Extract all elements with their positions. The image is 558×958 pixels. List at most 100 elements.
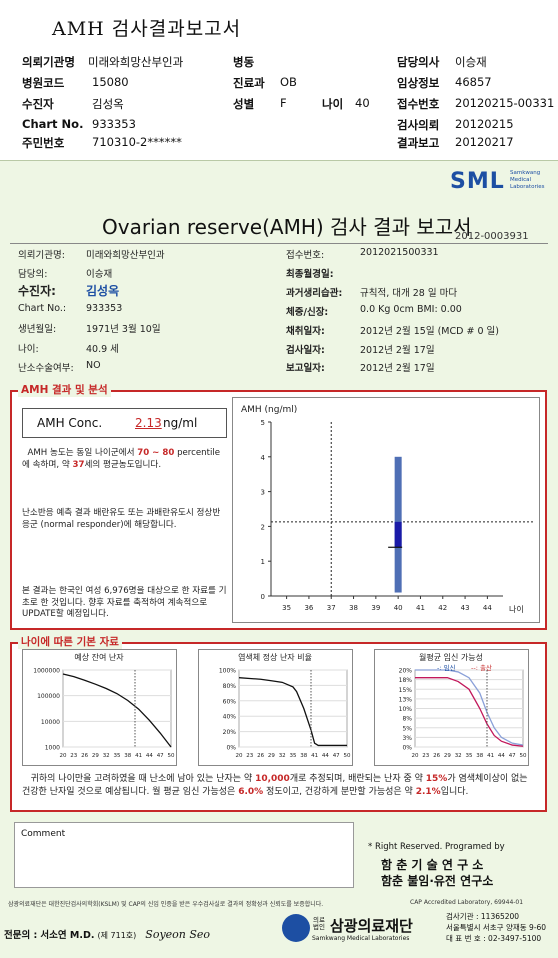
- signature: Soyeon Seo: [145, 928, 211, 941]
- y-tick-label: 40%: [223, 714, 237, 721]
- y-tick-label: 5%: [402, 725, 412, 732]
- x-tick-label: 39: [371, 604, 380, 612]
- label-hospital-code: 병원코드: [22, 76, 65, 90]
- y-tick-label: 15%: [399, 687, 413, 694]
- info-patient: 수진자: 김성옥: [18, 284, 120, 298]
- y-tick-label: 13%: [399, 696, 413, 703]
- basic-section-title: 나이에 따른 기본 자료: [18, 634, 122, 649]
- value-result-report: 20120217: [455, 135, 514, 149]
- info-age: 나이: 40.9 세: [18, 344, 119, 355]
- y-tick-label: 5: [261, 419, 265, 427]
- label-resident-no: 주민번호: [22, 136, 65, 150]
- amh-conc-unit: ng/ml: [163, 416, 198, 430]
- info-requester: 의뢰기관명: 미래와희망산부인과: [18, 250, 165, 261]
- x-tick-label: 43: [461, 604, 470, 612]
- amh-conc-label: AMH Conc.: [37, 416, 103, 430]
- mini-chart-remaining-eggs: 예상 잔여 난자 1000000 100000 10000 1000 20 23 26 29 32…: [22, 649, 177, 766]
- x-tick-label: 23: [422, 753, 429, 759]
- top-header: AMH 검사결과보고서 의뢰기관명 미래와희망산부인과 병동 담당의사 이승재 …: [0, 0, 558, 155]
- x-tick-label: 38: [476, 753, 483, 759]
- x-tick-label: 44: [483, 604, 492, 612]
- cap-accredited: CAP Accredited Laboratory, 69944-01: [410, 899, 524, 906]
- amh-section-title: AMH 결과 및 분석: [18, 382, 111, 397]
- amh-response-prediction: 난소반응 예측 결과 배란유도 또는 과배란유도시 정상반응군 (normal …: [22, 508, 221, 530]
- y-tick-label: 60%: [223, 698, 237, 705]
- y-tick-label: 20%: [399, 668, 413, 675]
- x-tick-label: 41: [416, 604, 425, 612]
- label-patient: 수진자: [22, 97, 54, 111]
- value-test-request: 20120215: [455, 117, 514, 131]
- x-tick-label: 35: [114, 753, 121, 759]
- amh-interpretation: AMH 농도는 동일 나이군에서 70 ~ 80 percentile에 속하며…: [22, 448, 221, 470]
- label-requester: 의뢰기관명: [22, 55, 75, 69]
- x-tick-label: 35: [282, 604, 291, 612]
- rights-note: * Right Reserved. Programed by: [368, 842, 505, 852]
- report-title: Ovarian reserve(AMH) 검사 결과 보고서: [102, 215, 472, 239]
- cert-note: 삼광의료재단은 대한진단검사의학회(KSLM) 및 CAP의 신임 인증을 받은…: [8, 901, 324, 908]
- label-sex: 성별: [233, 97, 255, 111]
- series-line: [415, 677, 524, 747]
- mini-chart-pregnancy: 월평균 임신 가능성 20% 18% 15% 13% 10% 8% 5% 3% 0% 20 23 26 2…: [374, 649, 529, 766]
- y-tick-label: 18%: [399, 677, 413, 684]
- mini-chart-title: 염색체 정상 난자 비율: [238, 652, 312, 662]
- mini-chart-title: 예상 잔여 난자: [74, 652, 124, 662]
- foundation-name: 삼광의료재단: [330, 917, 413, 935]
- y-tick-label: 1: [261, 558, 265, 566]
- x-tick-label: 36: [304, 604, 313, 612]
- x-tick-label: 32: [279, 753, 286, 759]
- pregnancy-chance-chart: 월평균 임신 가능성 20% 18% 15% 13% 10% 8% 5% 3% 0%20 23 26 2…: [399, 652, 527, 759]
- label-clinical-info: 임상정보: [397, 76, 440, 90]
- header-row-4: Chart No. 933353 검사의뢰 20120215: [22, 117, 514, 132]
- header-row-2: 병원코드 15080 진료과 OB 임상정보 46857: [22, 75, 492, 91]
- legend-pregnancy: -: 임신: [437, 663, 456, 672]
- comment-box: Comment: [14, 822, 354, 888]
- info-sample-date: 채취일자: 2012년 2월 15일 (MCD # 0 일): [286, 326, 499, 337]
- label-result-report: 결과보고: [397, 136, 440, 150]
- x-tick-label: 35: [290, 753, 297, 759]
- y-tick-label: 1000000: [33, 668, 60, 675]
- x-tick-label: 50: [520, 753, 527, 759]
- label-test-request: 검사의뢰: [397, 118, 440, 132]
- header-row-1: 의뢰기관명 미래와희망산부인과 병동 담당의사 이승재: [22, 54, 487, 70]
- institute-1: 함 춘 기 술 연 구 소: [381, 858, 484, 872]
- label-ward: 병동: [233, 55, 255, 69]
- value-resident-no: 710310-2******: [92, 135, 182, 149]
- x-tick-label: 20: [60, 753, 67, 759]
- x-tick-label: 32: [103, 753, 110, 759]
- amh-conc-value: 2.13: [135, 416, 162, 430]
- plot-frame: [238, 669, 348, 748]
- foundation-prefix: 의료법인: [313, 916, 325, 931]
- amh-chart: AMH (ng/ml) 0 1 2 3 4 5 35 36 37 38 39 40 41 42 43 44 나이: [241, 405, 533, 614]
- y-tick-label: 3: [261, 489, 265, 497]
- basic-summary: 귀하의 나이만을 고려하였을 때 난소에 남아 있는 난자는 약 10,000개…: [22, 774, 528, 797]
- y-axis-label: AMH (ng/ml): [241, 405, 297, 415]
- sml-logo-subtitle: Samkwang Medical Laboratories: [510, 170, 545, 190]
- y-tick-label: 8%: [402, 716, 412, 723]
- value-age: 40: [355, 96, 370, 110]
- title-divider: [10, 243, 548, 244]
- info-receipt-no: 접수번호: 2012021500331: [286, 247, 439, 261]
- comment-label: Comment: [21, 829, 66, 839]
- x-axis-label: 나이: [509, 604, 524, 614]
- y-tick-label: 1000: [45, 745, 60, 752]
- value-doctor: 이승재: [455, 55, 487, 69]
- x-tick-label: 29: [444, 753, 451, 759]
- label-receipt-no: 접수번호: [397, 97, 440, 111]
- mini-chart-title: 월평균 임신 가능성: [419, 652, 483, 662]
- info-menstrual-history: 과거생리습관: 규칙적, 대개 28 일 마다: [286, 288, 458, 299]
- x-tick-label: 26: [257, 753, 264, 759]
- y-tick-label: 4: [261, 454, 266, 462]
- x-tick-label: 37: [327, 604, 336, 612]
- specialist: 전문의 : 서소연 M.D. (제 711호) Soyeon Seo: [4, 928, 211, 941]
- y-tick-label: 20%: [223, 729, 237, 736]
- y-tick-label: 100%: [219, 668, 236, 675]
- legend-birth: --: 출산: [471, 663, 492, 672]
- amh-conc-box: AMH Conc. 2.13 ng/ml: [22, 408, 227, 438]
- x-tick-label: 23: [70, 753, 77, 759]
- y-tick-label: 80%: [223, 683, 237, 690]
- x-tick-label: 42: [438, 604, 447, 612]
- y-tick-label: 10000: [41, 719, 60, 726]
- x-tick-label: 38: [300, 753, 307, 759]
- x-tick-label: 20: [412, 753, 419, 759]
